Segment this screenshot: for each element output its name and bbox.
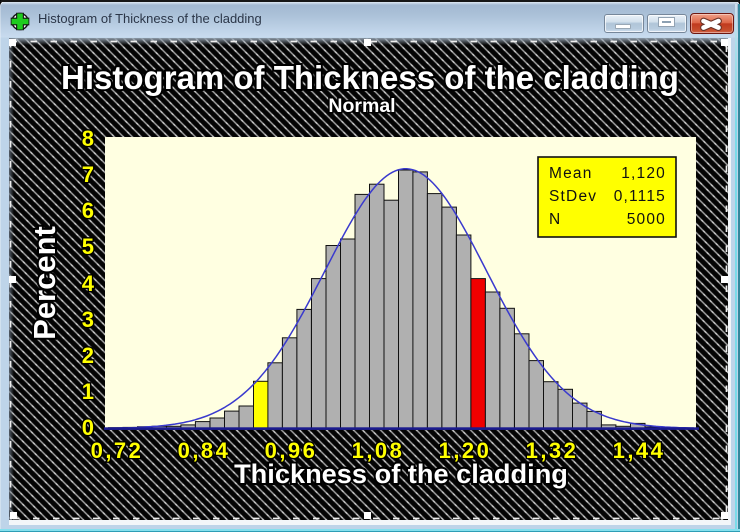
svg-text:0: 0 xyxy=(82,415,94,440)
svg-text:1,120: 1,120 xyxy=(621,165,666,182)
svg-text:Normal: Normal xyxy=(328,95,395,117)
svg-text:1,20: 1,20 xyxy=(439,438,492,463)
svg-text:3: 3 xyxy=(82,307,94,332)
svg-text:Percent: Percent xyxy=(27,226,62,340)
svg-text:5: 5 xyxy=(82,234,94,259)
svg-text:4: 4 xyxy=(82,271,95,296)
svg-text:1,44: 1,44 xyxy=(613,438,666,463)
svg-text:2: 2 xyxy=(82,343,94,368)
svg-text:Histogram of Thickness of the: Histogram of Thickness of the cladding xyxy=(61,59,679,96)
svg-text:7: 7 xyxy=(82,162,94,187)
svg-text:0,72: 0,72 xyxy=(91,438,144,463)
svg-text:0,96: 0,96 xyxy=(265,438,318,463)
svg-text:0,1115: 0,1115 xyxy=(614,188,666,205)
svg-text:0,84: 0,84 xyxy=(178,438,231,463)
svg-text:1: 1 xyxy=(82,379,94,404)
svg-text:Mean: Mean xyxy=(549,165,593,182)
svg-text:6: 6 xyxy=(82,198,94,223)
svg-text:5000: 5000 xyxy=(627,211,666,228)
svg-text:Thickness of the cladding: Thickness of the cladding xyxy=(234,458,568,489)
svg-text:N: N xyxy=(549,211,561,228)
svg-text:1,08: 1,08 xyxy=(352,438,405,463)
svg-text:8: 8 xyxy=(82,126,94,151)
svg-text:StDev: StDev xyxy=(549,188,597,205)
svg-text:1,32: 1,32 xyxy=(526,438,579,463)
